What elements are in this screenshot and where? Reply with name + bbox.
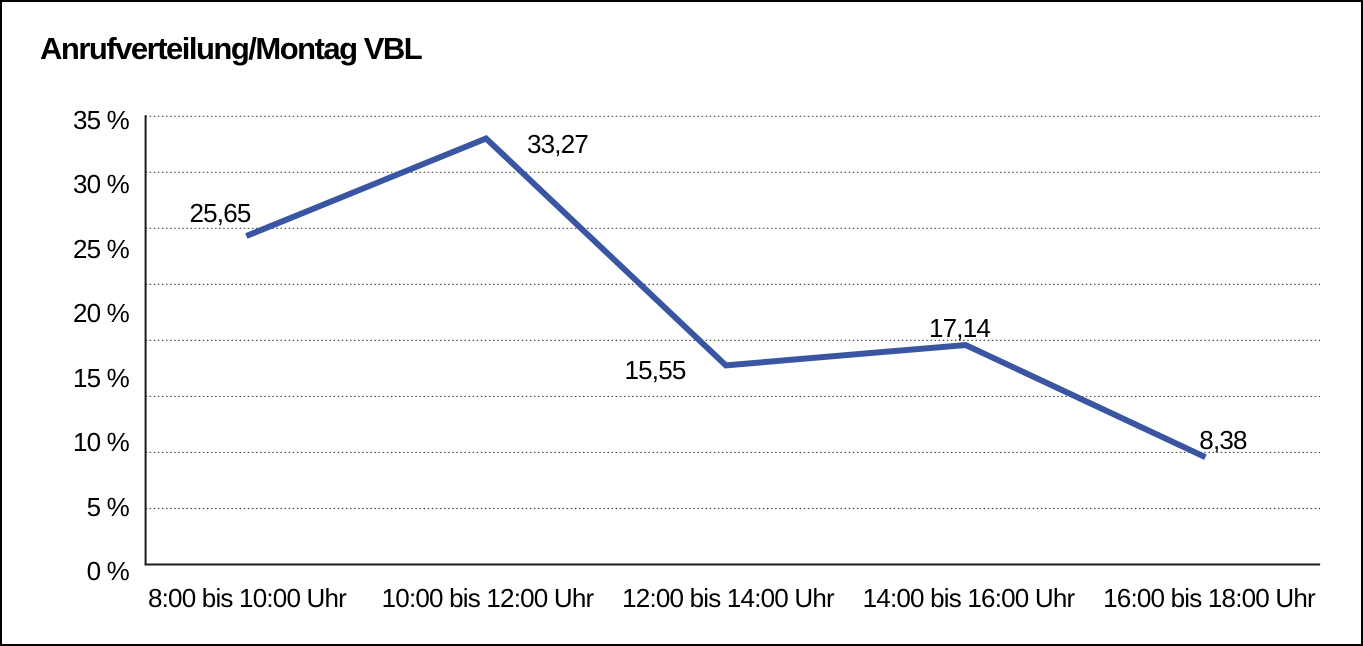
x-category-label: 8:00 bis 10:00 Uhr [147,583,347,613]
data-point-label: 33,27 [526,129,589,160]
axes [144,115,1321,566]
data-point-label: 17,14 [928,313,991,344]
y-tick-label: 5 % [86,491,130,522]
data-series-line [245,134,1207,460]
y-tick-label: 15 % [72,362,130,393]
y-tick-label: 25 % [72,233,130,264]
x-category-label: 10:00 bis 12:00 Uhr [381,583,595,613]
y-tick-label: 20 % [72,298,130,329]
gridlines [145,115,1321,510]
chart-title: Anrufverteilung/Montag VBL [40,31,423,66]
x-category-label: 12:00 bis 14:00 Uhr [622,583,835,613]
data-point-label: 8,38 [1199,425,1247,456]
data-point-label: 25,65 [189,198,251,229]
y-tick-label: 35 % [72,105,130,135]
y-tick-label: 10 % [72,427,130,458]
x-category-label: 16:00 bis 18:00 Uhr [1103,583,1316,613]
y-tick-label: 30 % [72,169,130,200]
x-category-label: 14:00 bis 16:00 Uhr [862,583,1076,613]
series-polyline [245,134,1207,460]
data-point-label: 15,55 [624,354,686,385]
y-tick-label: 0 % [86,556,130,586]
